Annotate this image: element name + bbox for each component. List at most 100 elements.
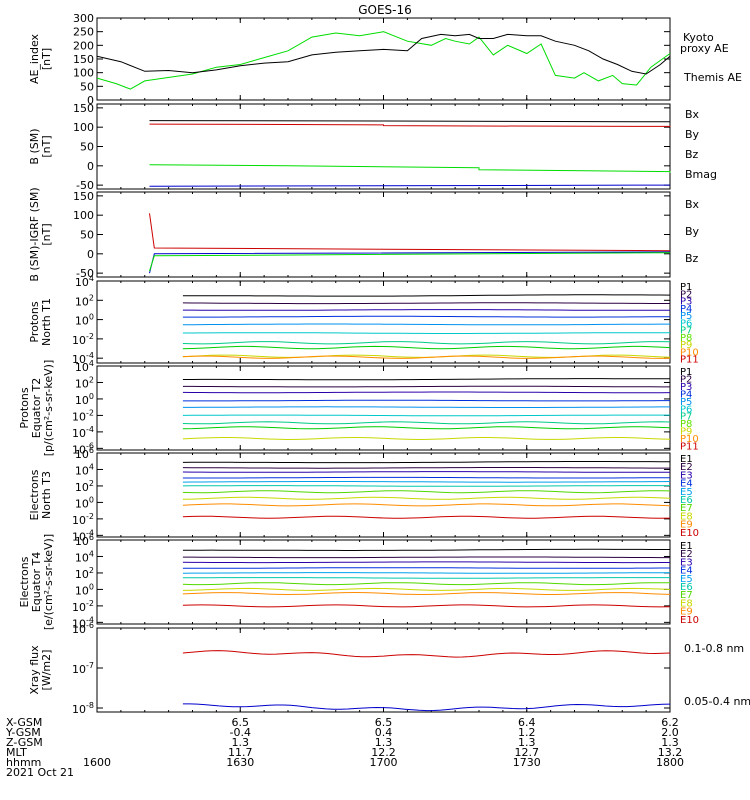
ephem-value: 6.5 [232,716,250,729]
series-line-e7 [182,490,671,494]
series-line-e2 [182,556,670,559]
ephem-value: 1.3 [661,736,679,749]
series-line-e6 [182,485,670,487]
ephem-label-z-gsm: Z-GSM [6,736,43,749]
series-line-e10 [182,604,671,608]
ephem-value: 1.3 [232,736,250,749]
ephem-value: 12.7 [515,746,540,759]
y-tick-label: 0 [87,94,94,107]
y-tick-label: 10-4 [72,528,94,543]
series-line-bx [149,184,671,187]
series-line-e5 [182,572,670,574]
series-line-p2 [182,302,670,305]
series-line-e4 [182,567,670,569]
legend-e10: E10 [680,615,699,626]
legend-e2: E2 [680,462,693,473]
legend-p5: P5 [680,397,692,408]
legend-e9: E9 [680,607,693,618]
legend-e2: E2 [680,549,693,560]
series-line-kyoto-proxy-ae [96,31,671,90]
y-tick-label: 106 [75,533,94,548]
y-tick-label: 50 [80,80,94,93]
y-axis-label-panel-5-line-2: [p/(cm²-s-sr-keV)] [42,360,55,457]
legend-e5: E5 [680,574,693,585]
panel-frame-2 [96,103,671,190]
legend-e1: E1 [680,454,693,465]
ephem-value: 12.2 [371,746,396,759]
panel-frame-1 [96,17,671,101]
y-axis-label-panel-5-line-0: Protons [18,387,31,428]
y-axis-label-panel-4-line-0: Protons [28,301,41,342]
legend-p9: P9 [680,427,692,438]
series-line-p6 [182,332,670,334]
series-line-e4 [182,476,670,479]
series-line-p3 [182,391,671,394]
ephem-label-hhmm: hhmm [6,756,41,769]
legend-p5: P5 [680,311,692,322]
legend-proxy-ae: proxy AE [680,42,729,55]
y-tick-label: 10-7 [72,661,94,676]
y-tick-label: 100 [73,209,94,222]
series-line-xray-2 [182,703,671,712]
y-axis-label-panel-1-line-0: AE_index [28,33,41,84]
ephem-label-mlt: MLT [6,746,27,759]
series-line-p8 [182,345,671,350]
legend-p11: P11 [680,442,699,453]
series-line-e7 [182,582,671,586]
legend-p4: P4 [680,304,692,315]
date-label: 2021 Oct 21 [6,766,74,779]
y-tick-label: 100 [73,121,94,134]
y-axis-label-panel-7-line-1: Equator T4 [30,552,43,612]
ephem-value: 6.2 [661,716,679,729]
legend-bdiff-bx: Bx [685,198,700,211]
series-line-e9 [182,503,671,507]
legend-p7: P7 [680,412,692,423]
ephem-value: 1.3 [518,736,536,749]
panel-frame-6 [96,452,671,538]
legend-p9: P9 [680,340,692,351]
series-line-e2 [182,467,670,469]
y-tick-label: 100 [75,582,94,597]
legend-p1: P1 [680,282,692,293]
series-line-e8 [182,587,671,591]
series-line-xray-1 [182,650,671,658]
ephem-value: 1.2 [518,726,536,739]
series-line-e8 [182,496,671,500]
legend-kyoto: Kyoto [683,31,714,44]
legend-e6: E6 [680,582,693,593]
y-tick-label: 10-2 [72,512,94,527]
legend-p10: P10 [680,347,699,358]
legend-p1: P1 [680,367,692,378]
y-tick-label: 50 [80,229,94,242]
series-line-by [149,252,671,272]
y-axis-label-panel-8-line-0: Xray flux [28,645,41,695]
ephem-value: 1730 [513,756,541,769]
series-line-p9 [182,436,671,441]
ephem-value: 1630 [226,756,254,769]
y-tick-label: 100 [73,67,94,80]
legend-p4: P4 [680,389,692,400]
y-tick-label: -50 [76,267,94,280]
ephem-label-y-gsm: Y-GSM [5,726,41,739]
y-tick-label: 102 [75,293,94,308]
y-tick-label: 150 [73,190,94,203]
y-axis-label-panel-4-line-1: North T1 [40,298,53,346]
y-tick-label: 106 [75,446,94,461]
legend-e8: E8 [680,598,693,609]
series-line-themis-ae [96,33,671,75]
legend-p7: P7 [680,326,692,337]
legend-p3: P3 [680,382,692,393]
legend-p2: P2 [680,374,692,385]
legend-e10: E10 [680,528,699,539]
y-tick-label: 250 [73,26,94,39]
plot-title: GOES-16 [358,3,412,17]
legend-b-by: By [685,128,700,141]
legend-e9: E9 [680,520,693,531]
legend-p6: P6 [680,404,692,415]
y-tick-label: 102 [75,479,94,494]
y-tick-label: 104 [75,359,94,374]
panel-frame-3 [96,191,671,278]
series-line-bmag [149,120,671,123]
ephem-value: -0.4 [230,726,251,739]
